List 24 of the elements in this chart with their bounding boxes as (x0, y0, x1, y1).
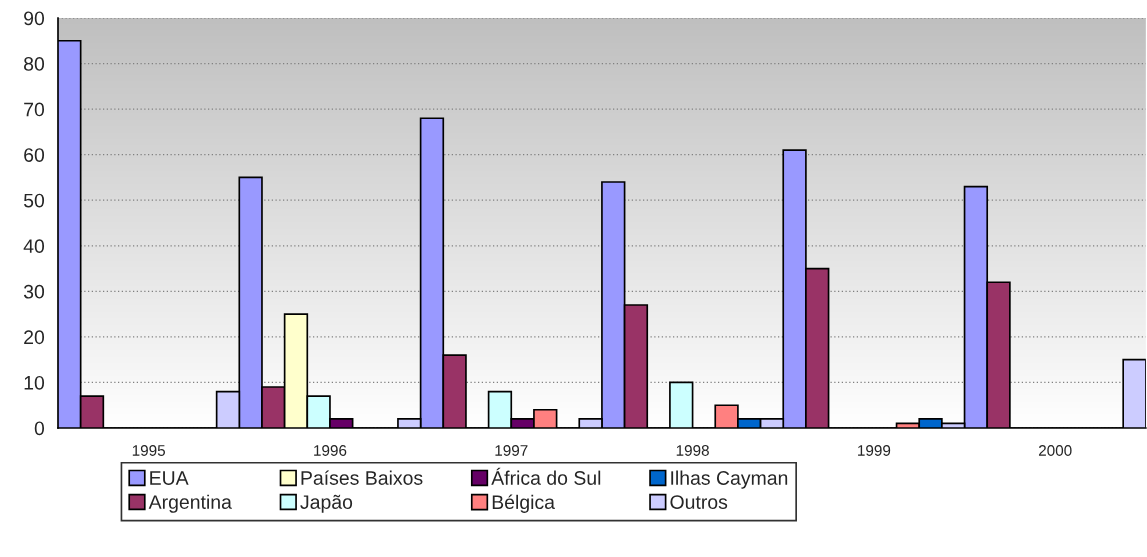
x-tick-label: 2000 (1038, 445, 1072, 456)
y-tick-label: 50 (23, 193, 45, 208)
y-tick-label: 80 (24, 57, 45, 71)
x-tick-label: 1996 (314, 445, 347, 456)
legend-label: Argentina (148, 494, 232, 513)
y-tick-label: 40 (23, 239, 45, 254)
y-tick-label: 20 (24, 330, 45, 345)
y-tick-label: 70 (24, 102, 45, 117)
y-tick-label: 30 (23, 284, 45, 299)
legend-label: África do Sul (491, 467, 601, 485)
y-tick-label: 10 (24, 375, 45, 390)
legend-label: EUA (150, 471, 189, 485)
y-tick-label: 60 (24, 148, 45, 162)
y-tick-label: 0 (34, 421, 45, 436)
x-tick-label: 1998 (676, 445, 709, 456)
x-tick-label: 1997 (495, 445, 528, 456)
legend-label: Japão (300, 494, 353, 513)
legend-label: Bélgica (492, 494, 555, 513)
x-tick-label: 1999 (858, 445, 891, 456)
legend-label: Países Baixos (301, 470, 423, 485)
legend-label: Ilhas Cayman (671, 470, 788, 489)
x-tick-label: 1995 (132, 445, 166, 456)
y-tick-label: 90 (24, 11, 45, 26)
legend-label: Outros (670, 495, 728, 509)
